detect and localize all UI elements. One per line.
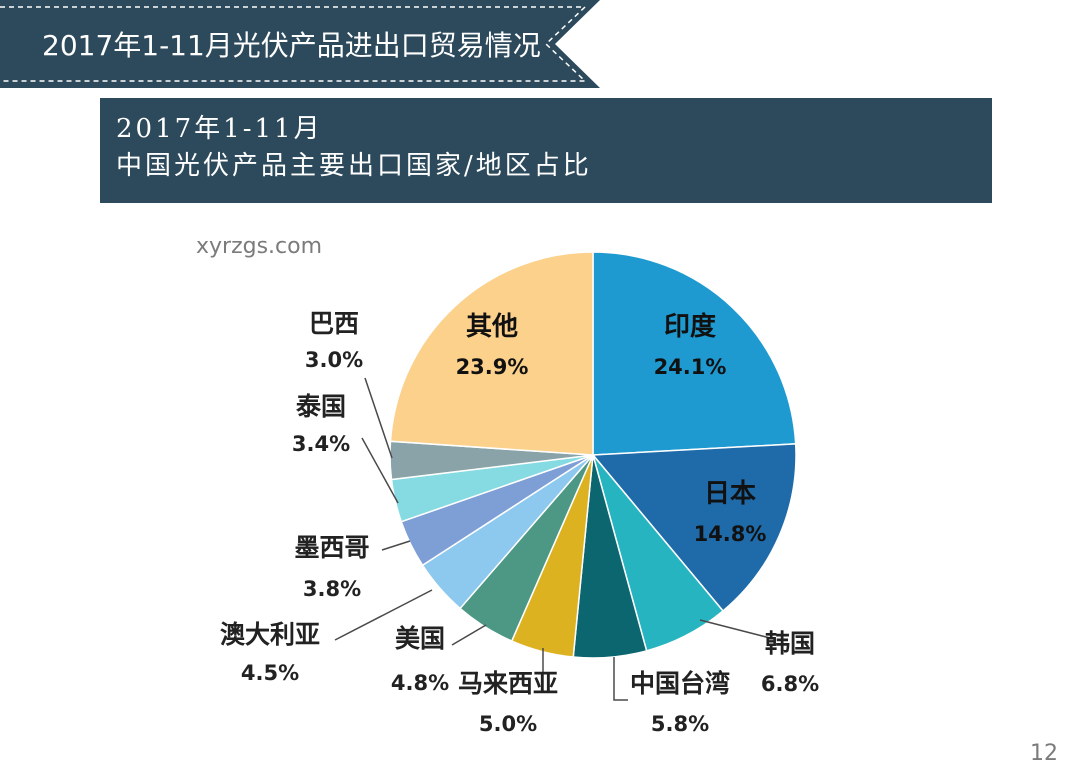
watermark: xyrzgs.com	[196, 234, 323, 259]
slice-name-label-0: 印度	[664, 311, 716, 342]
slice-value-label-9: 3.0%	[305, 348, 363, 372]
leader-line-8	[361, 437, 399, 504]
slice-name-label-7: 墨西哥	[294, 533, 369, 562]
slice-value-label-1: 14.8%	[694, 522, 767, 546]
slice-name-label-10: 其他	[466, 312, 518, 342]
page-number: 12	[1030, 741, 1058, 766]
slice-value-label-5: 4.8%	[391, 671, 449, 695]
slice-name-label-9: 巴西	[309, 309, 359, 338]
title-banner: 2017年1-11月光伏产品进出口贸易情况	[0, 0, 600, 88]
slice-value-label-2: 6.8%	[761, 672, 819, 696]
leader-line-6	[334, 589, 433, 641]
slice-name-label-2: 韩国	[765, 629, 815, 658]
slice-value-label-0: 24.1%	[654, 355, 727, 379]
leader-line-7	[381, 540, 411, 551]
title-banner-shape	[0, 0, 600, 88]
slice-value-label-10: 23.9%	[456, 355, 529, 379]
slice-value-label-4: 5.0%	[479, 712, 537, 736]
leader-line-3	[613, 657, 628, 701]
pie-slice-0	[592, 251, 797, 456]
slice-value-label-7: 3.8%	[303, 577, 361, 601]
slice-value-label-3: 5.8%	[651, 712, 709, 736]
leader-line-2	[699, 619, 771, 639]
subtitle-box: 2017年1-11月 中国光伏产品主要出口国家/地区占比	[100, 98, 992, 203]
leader-line-9	[364, 377, 393, 459]
slice-name-label-1: 日本	[704, 479, 756, 509]
page-title: 2017年1-11月光伏产品进出口贸易情况	[42, 29, 541, 62]
subtitle-line-1: 2017年1-11月	[116, 114, 323, 144]
pie-slice-10	[389, 251, 594, 456]
subtitle-line-2: 中国光伏产品主要出口国家/地区占比	[116, 151, 592, 181]
slice-name-label-6: 澳大利亚	[220, 620, 320, 649]
leader-line-5	[451, 624, 487, 646]
slice-name-label-3: 中国台湾	[630, 669, 730, 698]
slice-name-label-8: 泰国	[296, 392, 346, 421]
slice-value-label-6: 4.5%	[241, 661, 299, 685]
slice-value-label-8: 3.4%	[292, 432, 350, 456]
slice-name-label-5: 美国	[395, 624, 445, 653]
pie-slice-1	[591, 443, 797, 612]
slice-name-label-4: 马来西亚	[458, 669, 558, 698]
